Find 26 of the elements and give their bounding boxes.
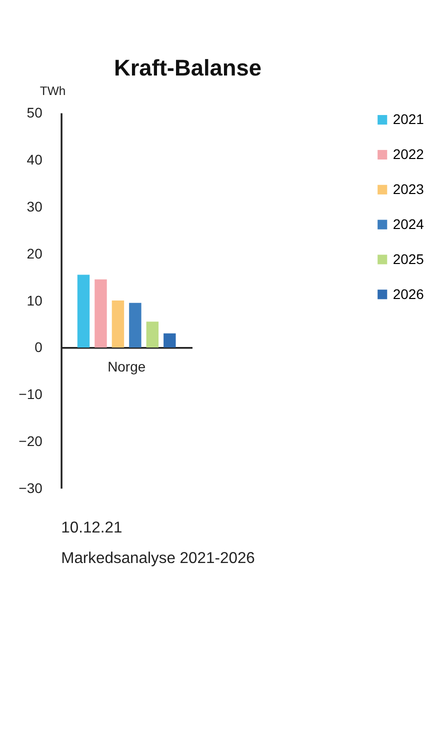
y-axis-title: TWh [40,84,66,98]
y-tick-label: 20 [26,245,43,262]
bar [94,279,107,348]
bar [146,322,159,348]
y-tick-label: −10 [18,386,43,402]
bar [112,300,124,348]
legend-label: 2026 [392,286,424,302]
legend-label: 2021 [392,111,424,128]
legend-label: 2024 [392,216,424,232]
legend-label: 2025 [392,250,424,267]
bar [129,302,142,348]
y-tick-label: 50 [26,104,43,121]
bar [77,274,90,348]
y-tick-label: −30 [18,480,43,496]
y-tick-label: 0 [34,339,43,356]
y-tick-label: 40 [26,152,43,168]
y-tick-label: −20 [18,433,43,450]
y-tick-label: 10 [26,292,43,308]
y-tick-label: 30 [26,198,43,214]
legend-label: 2022 [392,146,424,162]
chart-title: Kraft-Balanse [114,54,262,80]
x-tick-label: Norge [108,358,146,374]
text: 10.12.21 [61,519,122,536]
legend-label: 2023 [392,181,424,198]
bar [164,333,176,348]
text: Markedsanalyse 2021-2026 [61,550,256,567]
